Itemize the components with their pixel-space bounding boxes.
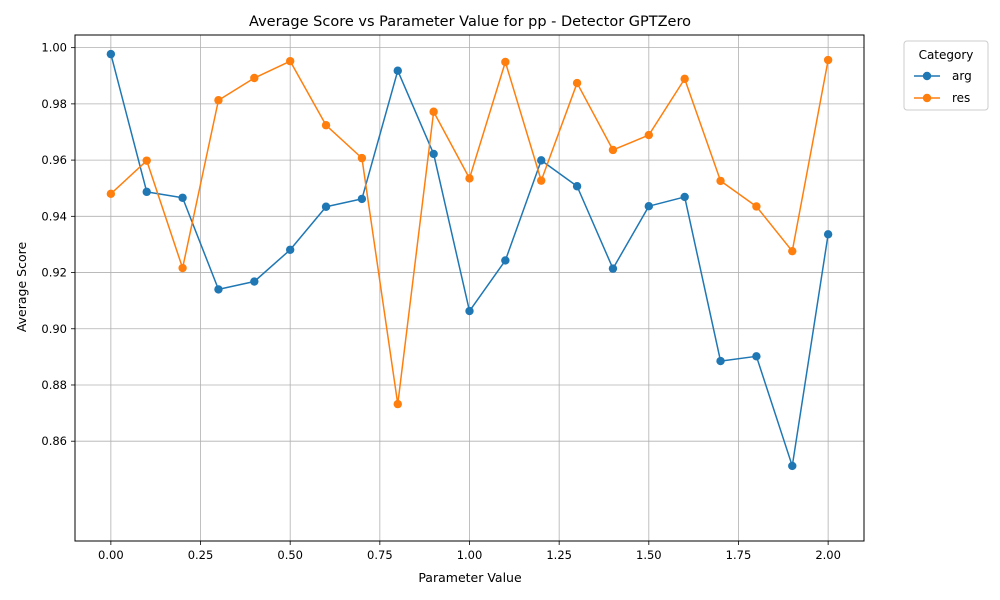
data-point-arg: [680, 192, 689, 202]
data-point-arg: [465, 306, 474, 316]
data-point-res: [214, 96, 223, 105]
series-arg: [106, 49, 833, 471]
x-tick-label: 1.25: [546, 548, 572, 562]
x-tick-label: 1.75: [726, 548, 752, 562]
x-axis-ticks: 0.00 0.25 0.50 0.75 1.00 1.25 1.50 1.75 2.00: [98, 541, 841, 562]
legend: Category arg res: [903, 40, 989, 111]
data-point-arg: [429, 149, 438, 159]
legend-entries: arg res: [914, 69, 972, 105]
data-point-arg: [716, 356, 725, 366]
data-point-arg: [788, 461, 797, 471]
data-point-arg: [250, 277, 259, 286]
data-point-res: [429, 107, 438, 116]
chart-title: Average Score vs Parameter Value for pp …: [249, 14, 691, 30]
data-point-arg: [321, 202, 331, 211]
x-tick-label: 0.75: [367, 548, 393, 562]
data-point-res: [393, 399, 402, 409]
data-point-arg: [644, 201, 654, 211]
data-point-res: [178, 263, 187, 273]
legend-title: Category: [919, 48, 974, 62]
x-tick-label: 1.50: [636, 548, 662, 562]
legend-entry-arg: arg: [914, 69, 972, 83]
x-tick-label: 0.50: [277, 548, 303, 562]
data-point-arg: [537, 156, 546, 165]
data-point-res: [608, 145, 618, 155]
y-tick-label: 0.96: [41, 153, 67, 167]
data-point-arg: [285, 245, 295, 254]
data-point-res: [285, 56, 295, 66]
data-point-arg: [142, 187, 151, 197]
y-tick-label: 0.92: [41, 266, 67, 280]
legend-marker-res: [922, 93, 932, 103]
y-tick-label: 0.98: [41, 97, 67, 111]
series-res: [106, 55, 833, 409]
data-point-res: [572, 78, 582, 88]
data-point-arg: [752, 352, 761, 361]
data-point-res: [106, 189, 116, 199]
data-point-arg: [572, 182, 582, 191]
x-tick-label: 0.00: [98, 548, 124, 562]
x-tick-label: 0.25: [188, 548, 214, 562]
series-layer: [106, 49, 833, 471]
legend-label-res: res: [952, 91, 970, 105]
data-point-arg: [214, 285, 223, 294]
data-point-res: [250, 73, 259, 83]
data-point-arg: [357, 194, 367, 204]
x-tick-label: 2.00: [815, 548, 841, 562]
data-point-arg: [501, 256, 510, 265]
data-point-res: [716, 176, 725, 186]
x-axis-label: Parameter Value: [418, 570, 522, 585]
data-point-res: [357, 153, 367, 163]
y-axis-label: Average Score: [14, 242, 29, 333]
y-tick-label: 0.88: [41, 378, 67, 392]
grid: [75, 35, 864, 541]
legend-label-arg: arg: [952, 69, 972, 83]
data-point-res: [752, 202, 761, 211]
data-point-res: [501, 57, 510, 67]
legend-entry-res: res: [914, 91, 970, 105]
data-point-arg: [393, 66, 402, 75]
data-point-res: [644, 130, 654, 140]
data-point-res: [680, 74, 689, 84]
legend-marker-arg: [922, 71, 932, 81]
data-point-arg: [608, 264, 618, 273]
data-point-arg: [178, 193, 187, 202]
data-point-res: [321, 121, 331, 130]
data-point-res: [823, 55, 833, 65]
data-point-arg: [106, 49, 116, 59]
data-point-res: [465, 174, 474, 183]
data-point-res: [788, 246, 797, 256]
data-point-arg: [823, 230, 833, 239]
y-tick-label: 0.94: [41, 209, 67, 223]
y-tick-label: 0.86: [41, 434, 67, 448]
y-axis-ticks: 0.86 0.88 0.90 0.92 0.94 0.96 0.98 1.00: [41, 41, 75, 448]
x-tick-label: 1.00: [457, 548, 483, 562]
data-point-res: [537, 176, 546, 185]
legend-frame: [903, 40, 989, 111]
y-tick-label: 0.90: [41, 322, 67, 336]
y-tick-label: 1.00: [41, 41, 67, 55]
data-point-res: [142, 156, 151, 165]
